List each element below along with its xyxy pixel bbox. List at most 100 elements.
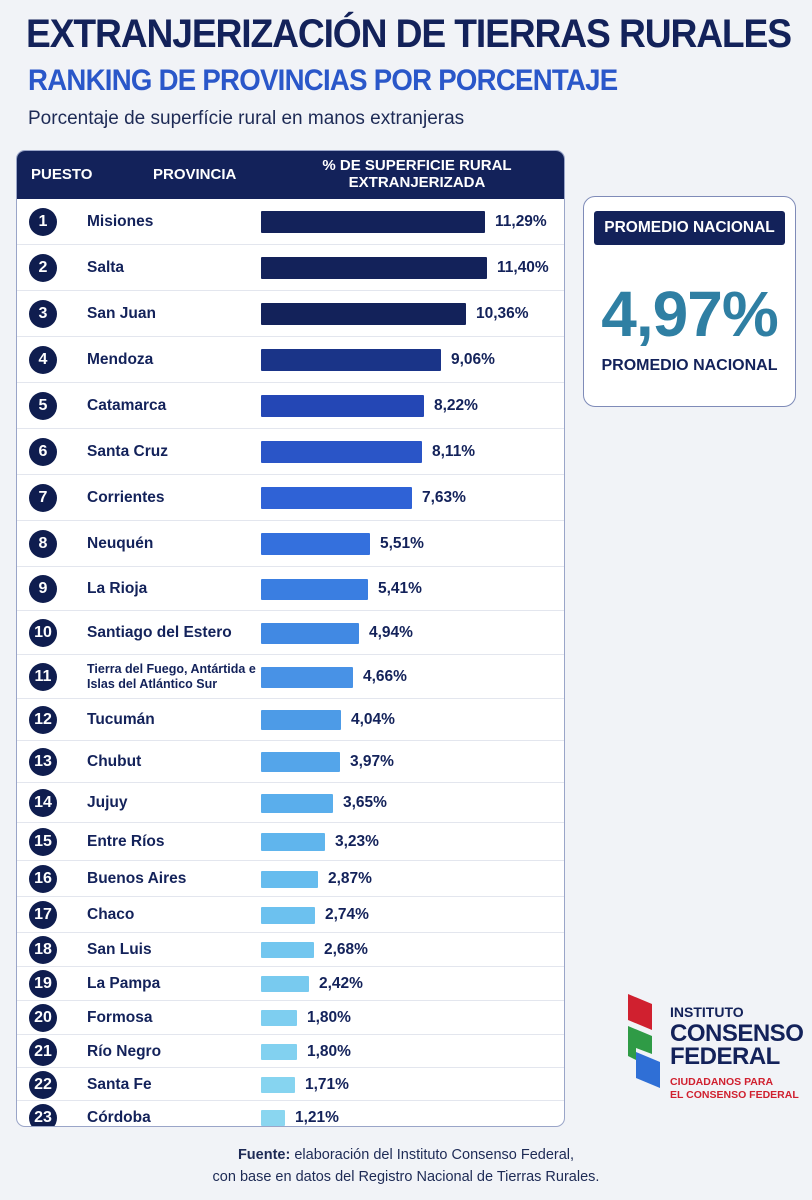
national-average-value: 4,97% xyxy=(601,278,778,350)
value-bar xyxy=(261,211,485,233)
rank-badge: 13 xyxy=(29,748,57,776)
value-bar xyxy=(261,833,325,851)
province-name: Corrientes xyxy=(87,489,165,506)
province-name: La Pampa xyxy=(87,975,161,992)
value-bar xyxy=(261,1010,297,1026)
table-row: 12 Tucumán 4,04% xyxy=(17,699,564,741)
logo-tagline-1: CIUDADANOS PARA xyxy=(670,1076,774,1088)
table-row: 3 San Juan 10,36% xyxy=(17,291,564,337)
table-row: 1 Misiones 11,29% xyxy=(17,199,564,245)
rank-badge: 8 xyxy=(29,530,57,558)
value-label: 10,36% xyxy=(476,305,529,322)
value-label: 2,42% xyxy=(319,975,363,992)
logo-text-instituto: INSTITUTO xyxy=(670,1004,744,1020)
value-bar xyxy=(261,871,318,888)
value-label: 7,63% xyxy=(422,489,466,506)
table-row: 7 Corrientes 7,63% xyxy=(17,475,564,521)
rank-badge: 2 xyxy=(29,254,57,282)
table-row: 13 Chubut 3,97% xyxy=(17,741,564,783)
province-name: Buenos Aires xyxy=(87,870,187,887)
table-row: 8 Neuquén 5,51% xyxy=(17,521,564,567)
province-name: Mendoza xyxy=(87,351,154,368)
table-row: 23 Córdoba 1,21% xyxy=(17,1101,564,1126)
table-row: 22 Santa Fe 1,71% xyxy=(17,1068,564,1101)
rank-badge: 3 xyxy=(29,300,57,328)
column-header-percentage-line2: EXTRANJERIZADA xyxy=(348,174,486,191)
value-label: 8,11% xyxy=(432,443,476,460)
value-label: 4,66% xyxy=(363,668,407,685)
value-label: 3,23% xyxy=(335,833,379,850)
table-row: 11 Tierra del Fuego, Antártida e Islas de… xyxy=(17,655,564,699)
rank-badge: 19 xyxy=(29,970,57,998)
table-row: 5 Catamarca 8,22% xyxy=(17,383,564,429)
source-line-1: Fuente: elaboración del Instituto Consen… xyxy=(0,1144,812,1166)
table-row: 19 La Pampa 2,42% xyxy=(17,967,564,1001)
value-bar xyxy=(261,667,353,688)
rank-badge: 5 xyxy=(29,392,57,420)
column-header-rank: PUESTO xyxy=(31,166,93,183)
logo-text-consenso: CONSENSO xyxy=(670,1020,804,1047)
logo-mark-icon xyxy=(628,994,660,1088)
page-description: Porcentaje de superfície rural en manos … xyxy=(28,108,465,129)
table-row: 9 La Rioja 5,41% xyxy=(17,567,564,611)
value-label: 1,21% xyxy=(295,1109,339,1126)
province-name: Formosa xyxy=(87,1009,153,1026)
province-name: San Luis xyxy=(87,941,152,958)
province-name: Catamarca xyxy=(87,397,167,414)
value-bar xyxy=(261,257,487,279)
rank-badge: 12 xyxy=(29,706,57,734)
province-name: Córdoba xyxy=(87,1109,151,1126)
rank-badge: 6 xyxy=(29,438,57,466)
province-name: Río Negro xyxy=(87,1043,162,1060)
value-label: 5,41% xyxy=(378,580,422,597)
table-row: 20 Formosa 1,80% xyxy=(17,1001,564,1035)
value-bar xyxy=(261,976,309,992)
value-label: 9,06% xyxy=(451,351,495,368)
rank-badge: 20 xyxy=(29,1004,57,1032)
value-bar xyxy=(261,533,370,555)
value-bar xyxy=(261,623,359,644)
consenso-federal-logo: INSTITUTO CONSENSO FEDERAL CIUDADANOS PA… xyxy=(622,990,804,1110)
value-label: 1,80% xyxy=(307,1009,351,1026)
logo-text-federal: FEDERAL xyxy=(670,1043,780,1070)
source-line-2: con base en datos del Registro Nacional … xyxy=(212,1169,600,1185)
column-header-province: PROVINCIA xyxy=(153,166,237,183)
value-bar xyxy=(261,349,441,371)
page-subtitle: RANKING DE PROVINCIAS POR PORCENTAJE xyxy=(28,64,618,97)
table-header: PUESTO PROVINCIA % DE SUPERFICIE RURAL E… xyxy=(17,151,564,199)
value-bar xyxy=(261,1044,297,1060)
value-label: 3,65% xyxy=(343,794,387,811)
value-label: 2,74% xyxy=(325,906,369,923)
source-text-1: elaboración del Instituto Consenso Feder… xyxy=(294,1147,575,1163)
table-row: 10 Santiago del Estero 4,94% xyxy=(17,611,564,655)
rank-badge: 15 xyxy=(29,828,57,856)
value-bar xyxy=(261,942,314,958)
source-footer: Fuente: elaboración del Instituto Consen… xyxy=(0,1144,812,1188)
table-row: 18 San Luis 2,68% xyxy=(17,933,564,967)
value-label: 8,22% xyxy=(434,397,478,414)
province-name: Salta xyxy=(87,259,125,276)
value-bar xyxy=(261,441,422,463)
value-label: 2,87% xyxy=(328,870,372,887)
rank-badge: 22 xyxy=(29,1071,57,1099)
value-label: 4,94% xyxy=(369,624,413,641)
province-name: Santa Cruz xyxy=(87,443,168,460)
value-label: 4,04% xyxy=(351,711,395,728)
province-name: Neuquén xyxy=(87,535,154,552)
table-row: 21 Río Negro 1,80% xyxy=(17,1035,564,1068)
table-row: 6 Santa Cruz 8,11% xyxy=(17,429,564,475)
logo-tagline-2: EL CONSENSO FEDERAL xyxy=(670,1089,799,1101)
value-bar xyxy=(261,395,424,417)
province-name: Chubut xyxy=(87,753,142,770)
value-label: 1,71% xyxy=(305,1076,349,1093)
province-name: Tucumán xyxy=(87,711,155,728)
value-bar xyxy=(261,1110,285,1126)
rank-badge: 4 xyxy=(29,346,57,374)
province-name: Santiago del Estero xyxy=(87,624,232,641)
ranking-table: PUESTO PROVINCIA % DE SUPERFICIE RURAL E… xyxy=(16,150,565,1127)
rank-badge: 16 xyxy=(29,865,57,893)
source-label: Fuente: xyxy=(237,1147,291,1163)
page-title: EXTRANJERIZACIÓN DE TIERRAS RURALES xyxy=(26,12,792,56)
province-name: Entre Ríos xyxy=(87,833,165,850)
table-row: 14 Jujuy 3,65% xyxy=(17,783,564,823)
